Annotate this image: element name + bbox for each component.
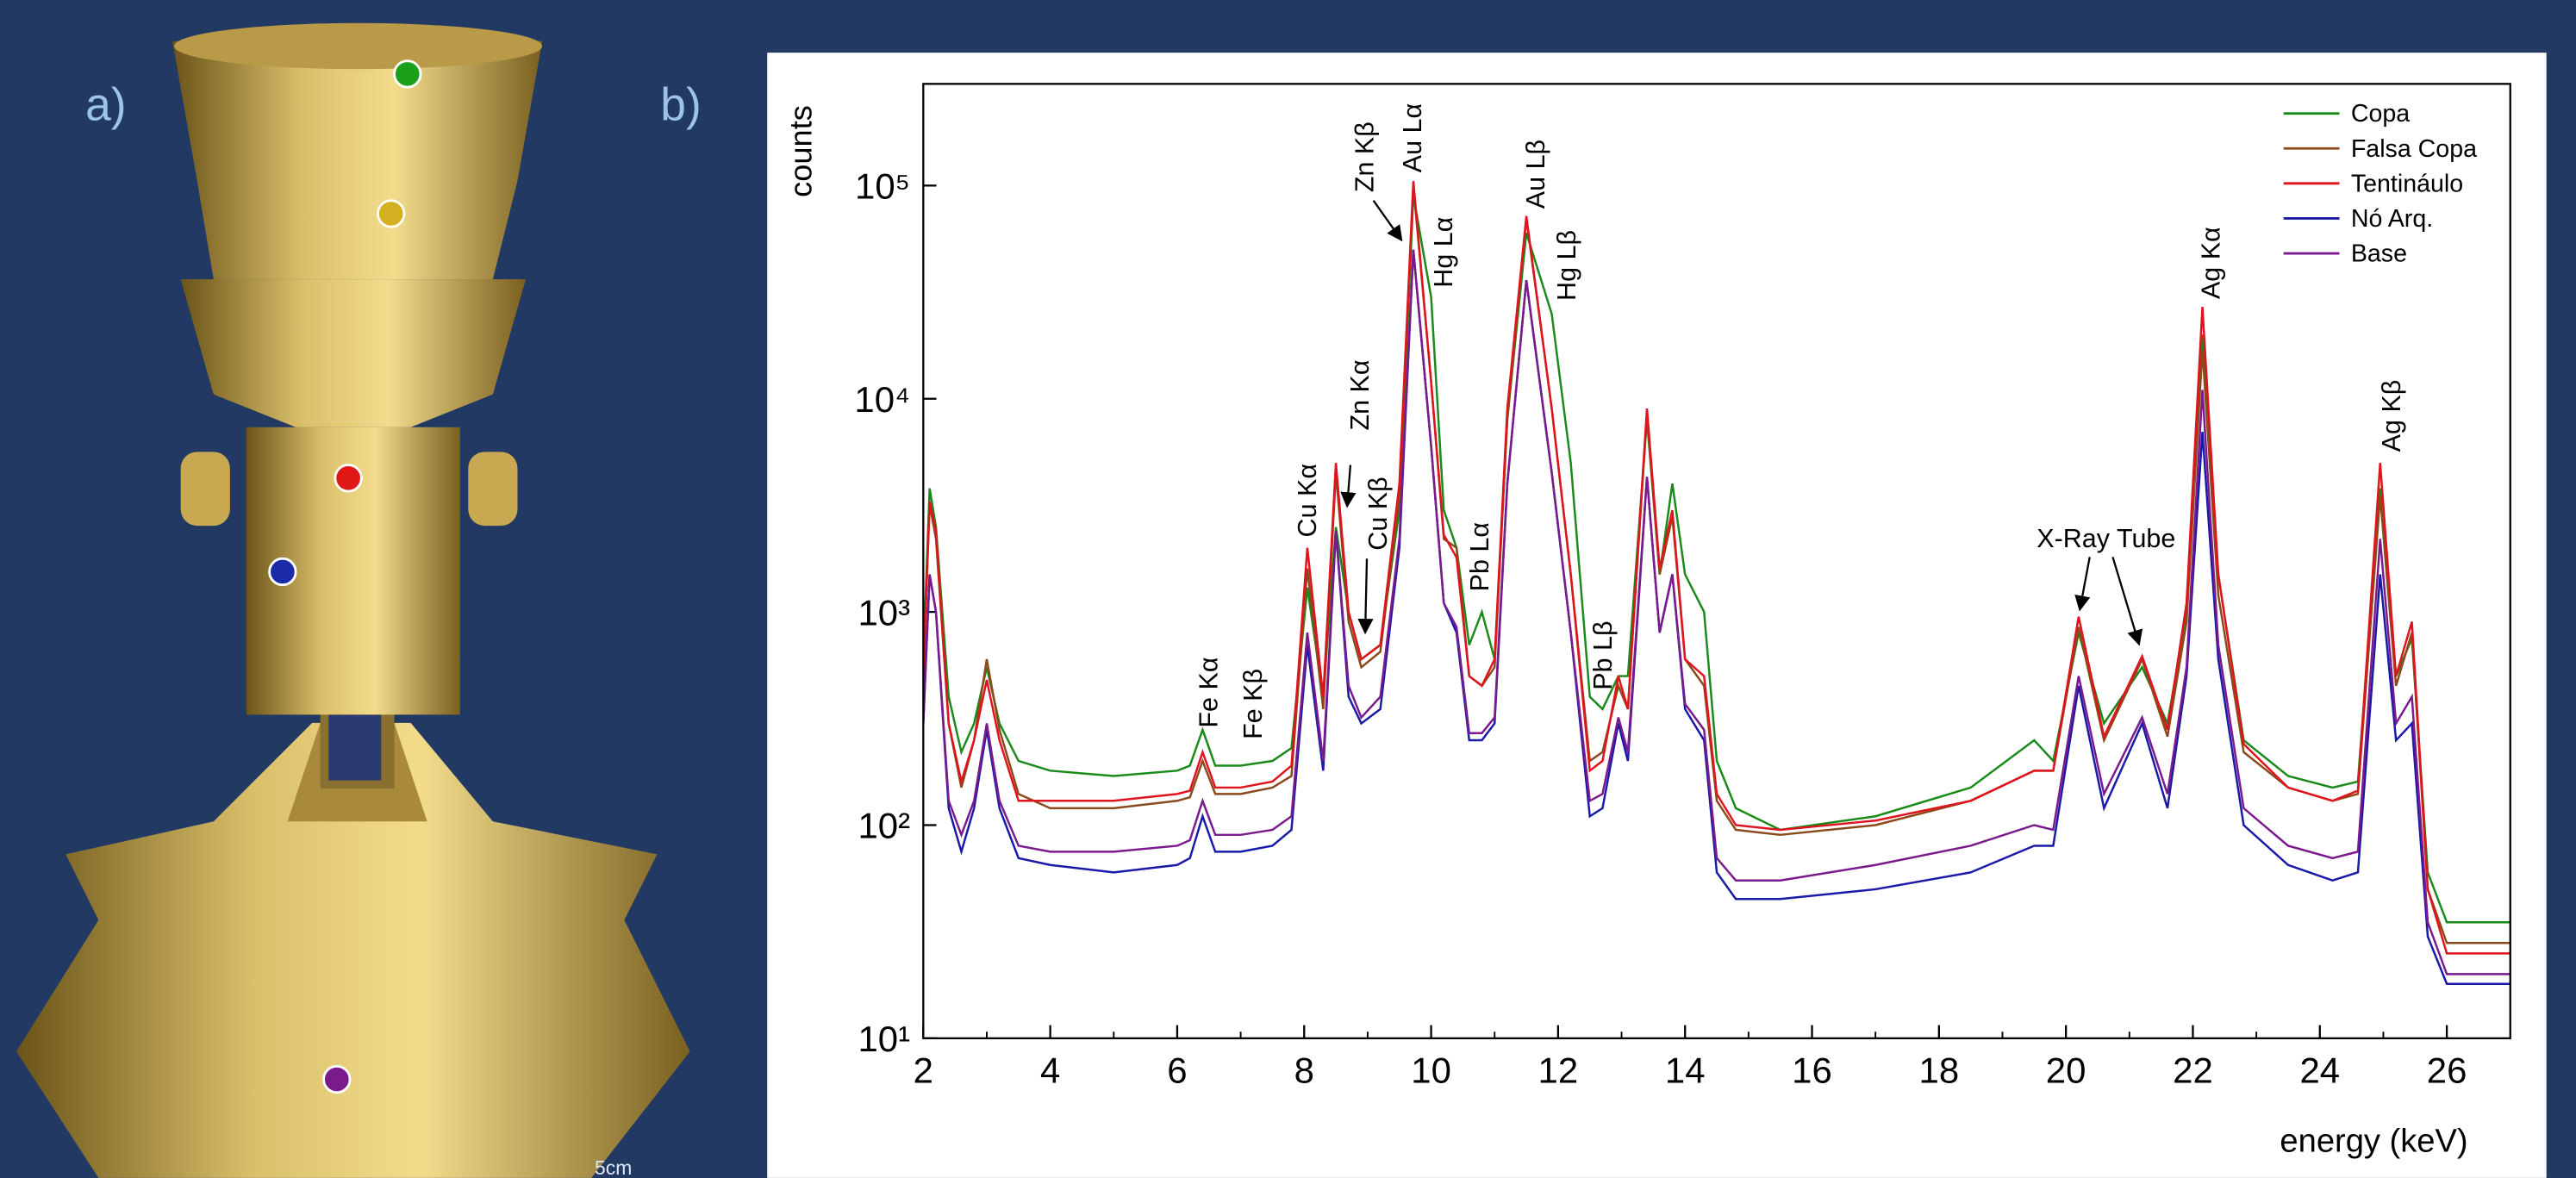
y-axis-label: counts	[783, 105, 819, 197]
y-tick-label: 10³	[858, 592, 910, 633]
y-tick-label: 10¹	[858, 1019, 910, 1059]
peak-label: Pb Lβ	[1588, 620, 1618, 689]
chalice-base	[16, 722, 690, 1178]
peak-label: Au Lα	[1398, 103, 1427, 172]
legend-label: Copa	[2351, 100, 2410, 128]
cup-rim	[174, 22, 543, 70]
peak-label: Au Lβ	[1521, 140, 1550, 209]
arrow	[2111, 556, 2143, 646]
sample-dot	[393, 59, 422, 89]
x-tick-label: 22	[2173, 1050, 2213, 1090]
x-tick-label: 12	[1538, 1050, 1579, 1090]
enamel	[328, 714, 382, 781]
legend-label: Tentináulo	[2351, 170, 2463, 197]
peak-label: Hg Lβ	[1552, 230, 1581, 301]
peak-label: Zn Kβ	[1350, 122, 1380, 192]
scale-label: 5cm	[595, 1156, 632, 1178]
panel-label: b)	[660, 79, 701, 130]
x-tick-label: 2	[914, 1050, 933, 1090]
x-tick-label: 6	[1167, 1050, 1187, 1090]
x-tick-label: 8	[1294, 1050, 1314, 1090]
peak-label: Fe Kα	[1194, 658, 1224, 728]
peak-label: Zn Kα	[1345, 360, 1375, 431]
x-tick-label: 10	[1411, 1050, 1451, 1090]
chalice-bowl	[180, 279, 526, 427]
arrow	[1372, 200, 1403, 242]
chalice-cup	[172, 41, 543, 280]
x-tick-label: 4	[1040, 1050, 1060, 1090]
sample-dot	[322, 1064, 352, 1094]
arrow	[1340, 464, 1357, 508]
x-tick-label: 14	[1665, 1050, 1706, 1090]
peak-label: Hg Lα	[1429, 217, 1458, 288]
peak-label: Cu Kα	[1293, 464, 1322, 537]
spectrum-line	[923, 181, 2511, 955]
y-tick-label: 10²	[858, 806, 910, 846]
legend-label: Nó Arq.	[2351, 205, 2433, 233]
x-tick-label: 24	[2299, 1050, 2340, 1090]
arrow	[2074, 557, 2091, 612]
x-tick-label: 20	[2046, 1050, 2086, 1090]
peak-label: Ag Kα	[2196, 227, 2225, 299]
sample-dot	[268, 557, 297, 587]
peak-label: Cu Kβ	[1363, 477, 1393, 550]
peak-label: Fe Kβ	[1238, 669, 1268, 739]
x-axis-label: energy (keV)	[2280, 1122, 2467, 1159]
chalice-photo	[16, 22, 690, 1178]
x-tick-label: 18	[1919, 1050, 1960, 1090]
bell	[180, 452, 230, 527]
plot-frame	[922, 83, 2511, 1040]
legend-label: Falsa Copa	[2351, 135, 2477, 163]
chart-panel	[767, 53, 2547, 1178]
x-tick-label: 16	[1792, 1050, 1832, 1090]
x-tick-label: 26	[2427, 1050, 2467, 1090]
panel-label: a)	[85, 79, 126, 130]
legend-label: Base	[2351, 240, 2407, 268]
sample-dot	[377, 199, 406, 228]
sample-dot	[334, 464, 363, 493]
peak-label: X-Ray Tube	[2036, 524, 2175, 553]
y-tick-label: 10⁴	[854, 379, 910, 420]
arrow	[1357, 558, 1374, 635]
peak-label: Ag Kβ	[2377, 380, 2406, 452]
bell	[468, 452, 518, 527]
peak-label: Pb Lα	[1465, 522, 1494, 591]
spectrum-line	[923, 249, 2511, 975]
y-tick-label: 10⁵	[855, 166, 910, 207]
